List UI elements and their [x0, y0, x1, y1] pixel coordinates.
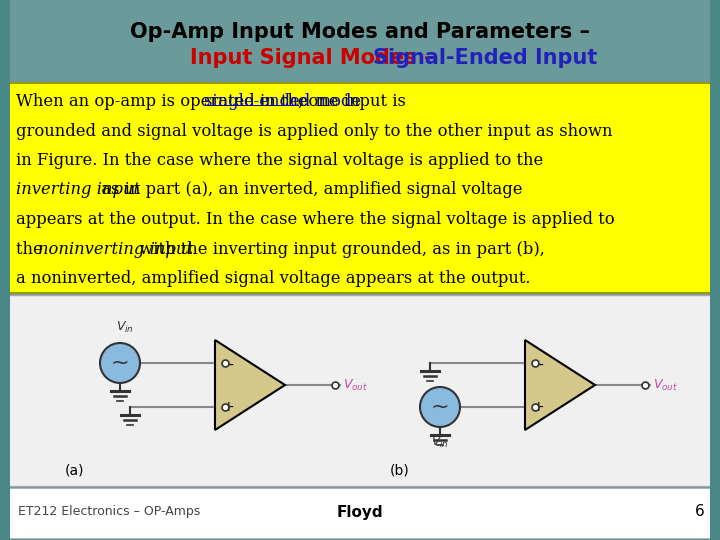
Text: as in part (a), an inverted, amplified signal voltage: as in part (a), an inverted, amplified s…: [96, 181, 523, 199]
Text: ~: ~: [111, 353, 130, 373]
Circle shape: [100, 343, 140, 383]
Text: Signal-Ended Input: Signal-Ended Input: [373, 48, 598, 68]
Text: (a): (a): [66, 464, 85, 478]
Circle shape: [420, 387, 460, 427]
Text: $V_{in}$: $V_{in}$: [116, 320, 134, 335]
Text: When an op-amp is operated in the: When an op-amp is operated in the: [16, 93, 313, 110]
Text: , one input is: , one input is: [297, 93, 405, 110]
Text: grounded and signal voltage is applied only to the other input as shown: grounded and signal voltage is applied o…: [16, 123, 613, 139]
Text: single-ended mode: single-ended mode: [204, 93, 361, 110]
FancyBboxPatch shape: [8, 295, 712, 486]
Text: Op-Amp Input Modes and Parameters –: Op-Amp Input Modes and Parameters –: [130, 22, 590, 42]
Text: −: −: [533, 358, 544, 372]
Text: −: −: [223, 358, 235, 372]
FancyBboxPatch shape: [0, 0, 10, 540]
Text: Floyd: Floyd: [337, 504, 383, 519]
Polygon shape: [525, 340, 595, 430]
Text: appears at the output. In the case where the signal voltage is applied to: appears at the output. In the case where…: [16, 211, 615, 228]
Text: $V_{in}$: $V_{in}$: [431, 435, 449, 450]
Text: ~: ~: [431, 397, 449, 417]
Text: $V_{out}$: $V_{out}$: [343, 377, 368, 393]
Text: 6: 6: [695, 504, 705, 519]
Text: +: +: [223, 400, 235, 414]
Text: Input Signal Modes –: Input Signal Modes –: [190, 48, 442, 68]
Text: ET212 Electronics – OP-Amps: ET212 Electronics – OP-Amps: [18, 505, 200, 518]
Text: the: the: [16, 240, 48, 258]
FancyBboxPatch shape: [8, 83, 712, 293]
Text: $V_{out}$: $V_{out}$: [653, 377, 678, 393]
Text: noninverting input: noninverting input: [38, 240, 193, 258]
Text: inverting input: inverting input: [16, 181, 140, 199]
Text: in Figure. In the case where the signal voltage is applied to the: in Figure. In the case where the signal …: [16, 152, 544, 169]
Polygon shape: [215, 340, 285, 430]
Text: with the inverting input grounded, as in part (b),: with the inverting input grounded, as in…: [134, 240, 545, 258]
Text: +: +: [533, 400, 544, 414]
FancyBboxPatch shape: [710, 0, 720, 540]
FancyBboxPatch shape: [8, 488, 712, 538]
Text: (b): (b): [390, 464, 410, 478]
Text: a noninverted, amplified signal voltage appears at the output.: a noninverted, amplified signal voltage …: [16, 270, 531, 287]
